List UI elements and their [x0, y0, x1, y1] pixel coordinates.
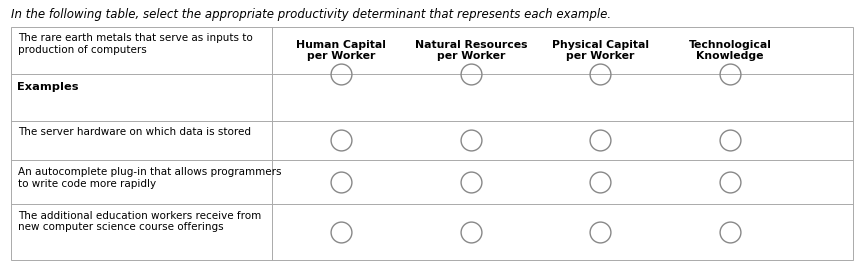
Text: Technological
Knowledge: Technological Knowledge: [689, 39, 772, 61]
Text: The additional education workers receive from
new computer science course offeri: The additional education workers receive…: [18, 211, 262, 232]
Text: The server hardware on which data is stored: The server hardware on which data is sto…: [18, 127, 251, 137]
Text: The rare earth metals that serve as inputs to
production of computers: The rare earth metals that serve as inpu…: [18, 33, 253, 55]
Text: Natural Resources
per Worker: Natural Resources per Worker: [415, 39, 527, 61]
Text: In the following table, select the appropriate productivity determinant that rep: In the following table, select the appro…: [11, 8, 612, 21]
Text: Examples: Examples: [17, 82, 79, 92]
Text: An autocomplete plug-in that allows programmers
to write code more rapidly: An autocomplete plug-in that allows prog…: [18, 167, 282, 189]
Text: Human Capital
per Worker: Human Capital per Worker: [296, 39, 386, 61]
Bar: [11, 26, 853, 260]
Text: Physical Capital
per Worker: Physical Capital per Worker: [552, 39, 649, 61]
